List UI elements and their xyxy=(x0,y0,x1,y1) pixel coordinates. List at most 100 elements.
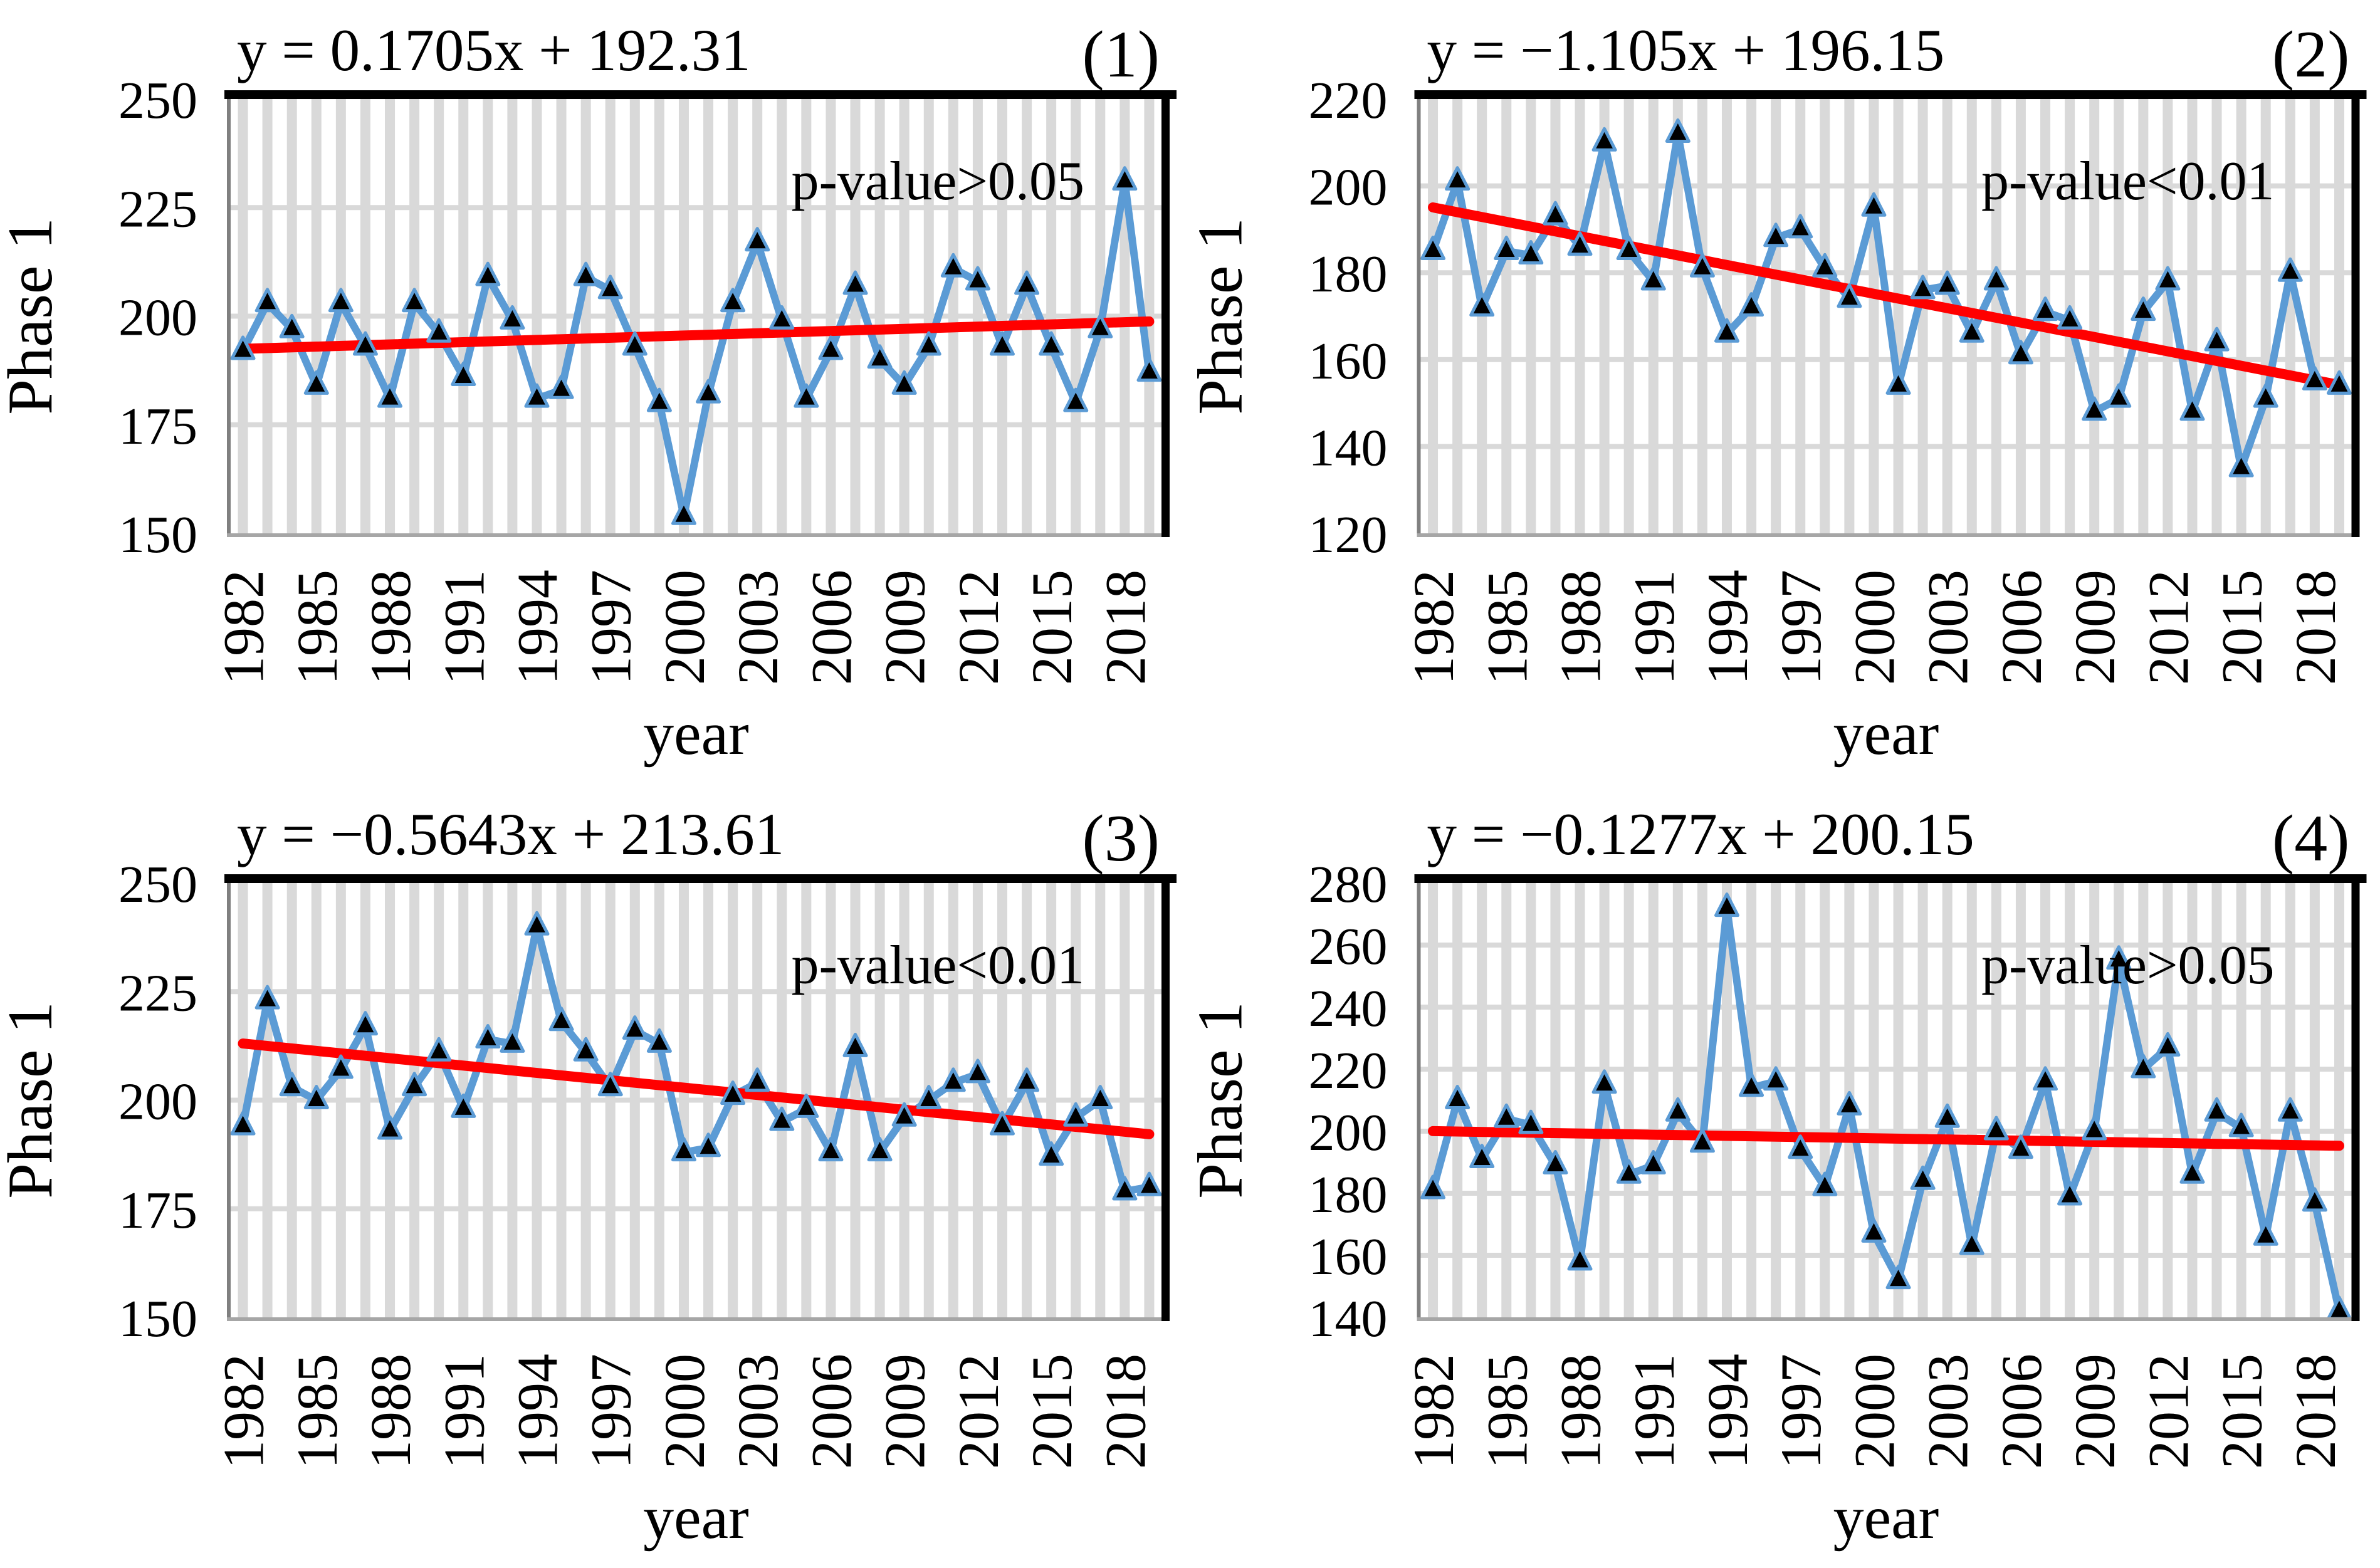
chart-3-x-tick-1991: 1991 xyxy=(432,1354,496,1469)
chart-1-panel-label: (1) xyxy=(1082,18,1160,91)
chart-2-x-tick-2018: 2018 xyxy=(2283,570,2347,685)
chart-2-x-tick-1988: 1988 xyxy=(1549,570,1613,685)
chart-2-marker-2018 xyxy=(2302,365,2327,390)
chart-1-series-line xyxy=(239,177,1153,520)
chart-2-x-tick-1982: 1982 xyxy=(1402,570,1465,685)
chart-1-horizontal-gridlines xyxy=(231,205,1161,427)
chart-1-marker-1982 xyxy=(230,335,256,360)
chart-3-x-tick-1988: 1988 xyxy=(359,1354,422,1469)
chart-1-x-tick-2009: 2009 xyxy=(873,570,937,685)
chart-1-marker-1988 xyxy=(377,383,403,408)
chart-1-border-top xyxy=(224,90,1177,99)
chart-3-x-tick-1997: 1997 xyxy=(579,1354,643,1469)
chart-4-y-tick-140: 140 xyxy=(1309,1290,1388,1348)
chart-4-border-bottom xyxy=(1417,1317,2352,1321)
chart-4-marker-2007 xyxy=(2033,1066,2058,1091)
chart-2-marker-2015 xyxy=(2228,452,2254,478)
chart-3-marker-2010 xyxy=(916,1085,941,1109)
chart-2-marker-1992 xyxy=(1665,118,1691,143)
chart-3-border-bottom xyxy=(227,1317,1161,1321)
chart-2-marker-1994 xyxy=(1714,318,1739,343)
chart-3-xlabel: year xyxy=(643,1484,749,1552)
chart-1-x-tick-1997: 1997 xyxy=(579,570,643,685)
chart-2-marker-2009 xyxy=(2082,396,2107,421)
chart-4-marker-1996 xyxy=(1763,1066,1789,1091)
chart-2-x-tick-2000: 2000 xyxy=(1842,570,1906,685)
chart-1-marker-2019 xyxy=(1136,357,1162,382)
chart-1-marker-1991 xyxy=(451,362,476,387)
chart-2-border-right xyxy=(2351,90,2360,537)
chart-1-x-tick-1991: 1991 xyxy=(432,570,496,685)
chart-1-marker-1990 xyxy=(426,318,452,343)
chart-3-marker-1992 xyxy=(475,1023,501,1048)
chart-1-y-tick-200: 200 xyxy=(118,289,197,347)
chart-1-marker-1998 xyxy=(622,331,647,356)
chart-3-marker-1998 xyxy=(622,1015,647,1040)
chart-3-marker-2001 xyxy=(696,1132,721,1158)
chart-2-y-tick-180: 180 xyxy=(1309,245,1388,303)
chart-3-marker-2013 xyxy=(989,1111,1015,1136)
chart-2-x-tick-1991: 1991 xyxy=(1622,570,1686,685)
chart-2-x-tick-1994: 1994 xyxy=(1696,570,1759,685)
chart-3-marker-1986 xyxy=(328,1054,354,1079)
chart-3-marker-1988 xyxy=(377,1115,403,1140)
chart-3-marker-1990 xyxy=(426,1037,452,1062)
chart-4-x-tick-1985: 1985 xyxy=(1475,1354,1539,1469)
chart-4-y-tick-240: 240 xyxy=(1309,980,1388,1038)
chart-2-marker-2019 xyxy=(2326,370,2352,395)
chart-3-marker-1995 xyxy=(548,1006,574,1032)
chart-1-marker-2018 xyxy=(1112,166,1138,191)
chart-2-equation: y = −1.105x + 196.15 xyxy=(1427,17,1945,83)
chart-4-pvalue: p-value>0.05 xyxy=(1981,935,2275,996)
chart-1-marker-2002 xyxy=(720,288,746,313)
chart-4-marker-1986 xyxy=(1518,1109,1544,1134)
chart-1-y-tick-250: 250 xyxy=(118,71,197,130)
chart-2-y-tick-140: 140 xyxy=(1309,419,1388,477)
chart-4-marker-2003 xyxy=(1934,1103,1960,1128)
chart-2-marker-1991 xyxy=(1640,266,1666,291)
chart-4-marker-2016 xyxy=(2253,1221,2278,1246)
chart-4-x-tick-1988: 1988 xyxy=(1549,1354,1613,1469)
chart-1-marker-1984 xyxy=(279,313,305,338)
chart-3-marker-2014 xyxy=(1014,1067,1040,1092)
chart-4-x-tick-2003: 2003 xyxy=(1916,1354,1980,1469)
chart-3-x-tick-1985: 1985 xyxy=(285,1354,349,1469)
chart-3-x-tick-2003: 2003 xyxy=(726,1354,790,1469)
chart-4-x-tick-1997: 1997 xyxy=(1769,1354,1833,1469)
chart-1-marker-2003 xyxy=(745,227,770,252)
chart-2-marker-1996 xyxy=(1763,222,1789,248)
chart-1-marker-2007 xyxy=(842,270,868,295)
chart-4-border-left xyxy=(1417,883,1421,1317)
chart-4-x-tick-2000: 2000 xyxy=(1842,1354,1906,1469)
chart-2-marker-2012 xyxy=(2155,266,2181,291)
chart-1-markers xyxy=(230,166,1162,525)
chart-1-marker-1986 xyxy=(328,288,354,313)
chart-4-marker-1985 xyxy=(1494,1103,1519,1128)
chart-3-marker-1999 xyxy=(646,1028,672,1053)
chart-1-x-tick-2015: 2015 xyxy=(1020,570,1084,685)
chart-4-marker-2002 xyxy=(1910,1165,1936,1190)
chart-4-panel-label: (4) xyxy=(2272,802,2350,875)
chart-3-marker-2018 xyxy=(1112,1176,1138,1201)
chart-1-marker-1996 xyxy=(573,261,599,286)
chart-3-ylabel: Phase 1 xyxy=(0,1001,66,1198)
chart-1-marker-1993 xyxy=(500,305,525,330)
chart-3-marker-2016 xyxy=(1063,1102,1089,1127)
chart-3-canvas: y = −0.5643x + 213.61 (3) p-value<0.01 150 1… xyxy=(0,801,1177,1552)
chart-1-canvas: y = 0.1705x + 192.31 (1) p-value>0.05 150 17… xyxy=(0,17,1177,768)
chart-2-marker-2010 xyxy=(2106,383,2132,408)
chart-3-x-tick-2018: 2018 xyxy=(1093,1354,1157,1469)
chart-2-x-tick-2003: 2003 xyxy=(1916,570,1980,685)
chart-1-marker-2004 xyxy=(769,305,795,330)
chart-2-marker-1982 xyxy=(1420,236,1446,261)
chart-4-ylabel: Phase 1 xyxy=(1190,1001,1256,1198)
chart-4-trend-line xyxy=(1428,1126,2344,1151)
chart-2-x-tick-2015: 2015 xyxy=(2210,570,2274,685)
chart-1-marker-2001 xyxy=(696,379,721,404)
chart-3-y-tick-175: 175 xyxy=(118,1181,197,1240)
chart-3-x-tick-1982: 1982 xyxy=(212,1354,276,1469)
chart-2-marker-2014 xyxy=(2204,327,2230,352)
chart-1-border-bottom xyxy=(227,533,1161,537)
chart-4-y-tick-180: 180 xyxy=(1309,1166,1388,1224)
